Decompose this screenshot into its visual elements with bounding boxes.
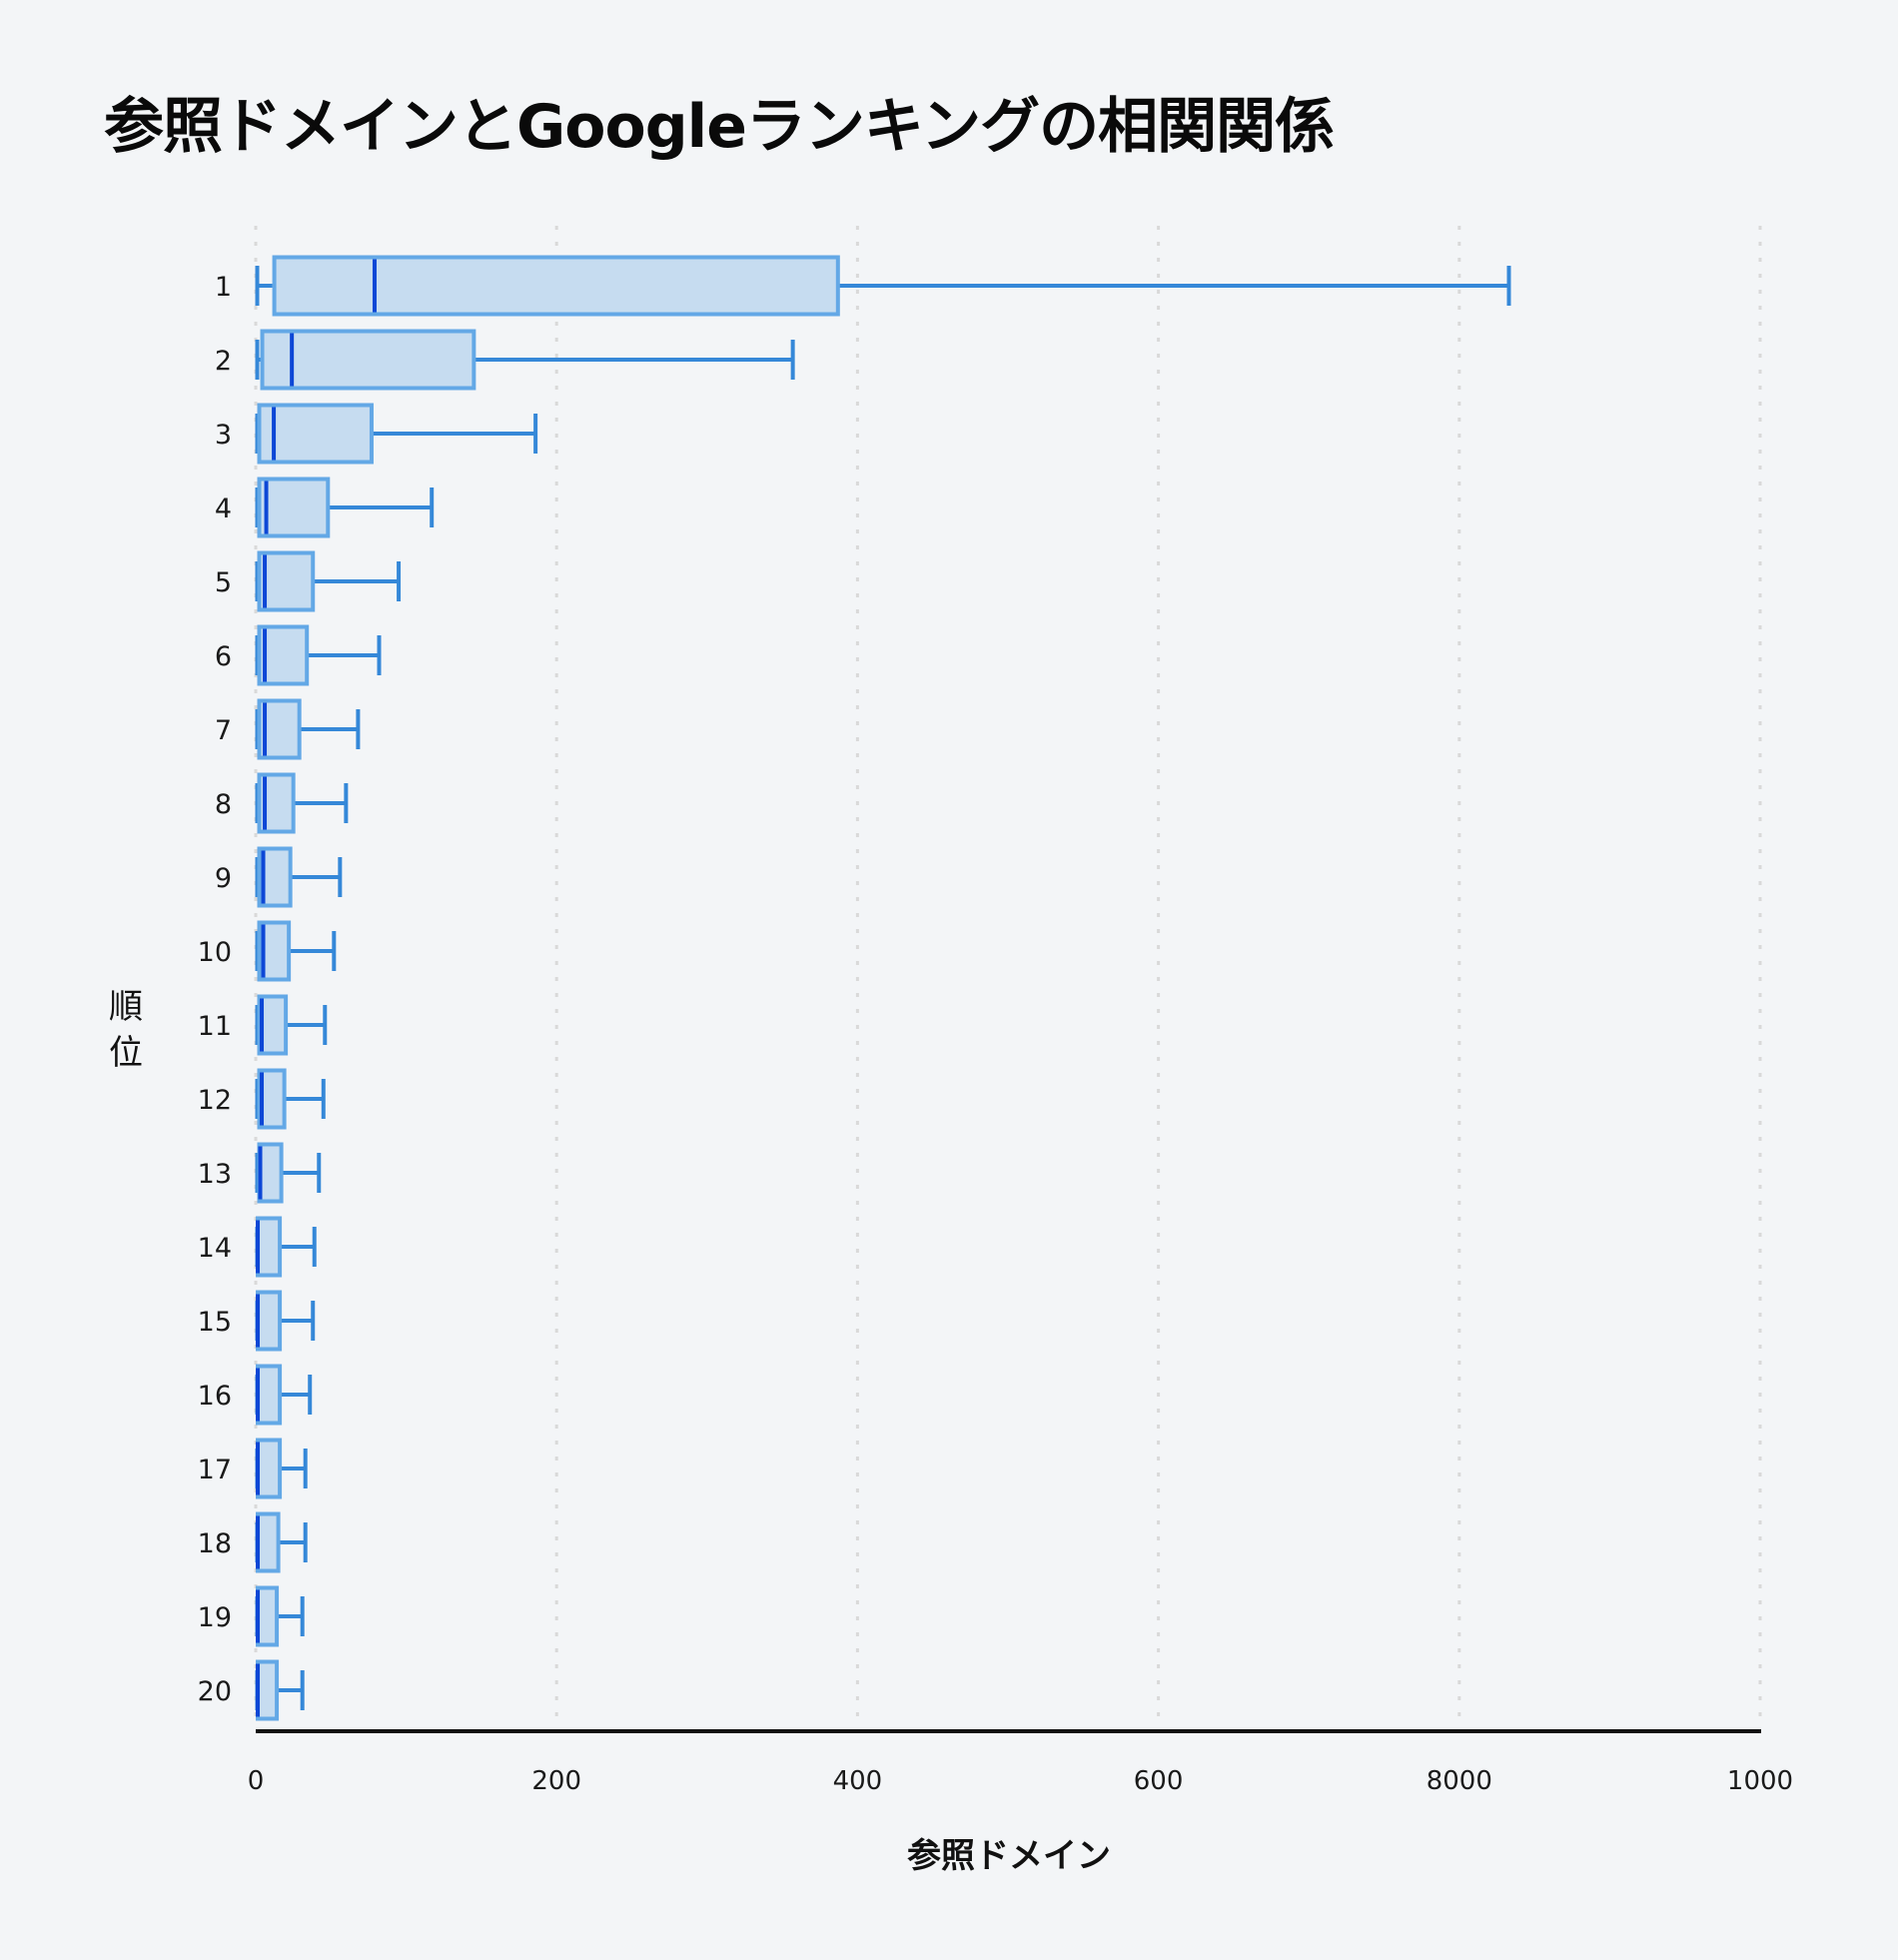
x-tick-label: 200	[531, 1766, 581, 1796]
iqr-box	[256, 1511, 281, 1573]
y-tick-label: 7	[215, 715, 232, 746]
chart-title: 参照ドメインとGoogleランキングの相関関係	[104, 92, 1335, 162]
box-row-13	[255, 1142, 322, 1204]
grid-lines	[254, 226, 1762, 1727]
box-row-12	[255, 1068, 326, 1130]
iqr-box	[256, 1364, 283, 1426]
y-tick-label: 1	[215, 272, 232, 303]
y-tick-label: 6	[215, 641, 232, 672]
box-row-20	[255, 1659, 305, 1721]
y-tick-label: 12	[198, 1085, 232, 1116]
x-axis-label: 参照ドメイン	[907, 1836, 1111, 1876]
x-tick-label: 1000	[1727, 1766, 1793, 1796]
iqr-box	[256, 1659, 280, 1721]
y-tick-label: 18	[198, 1528, 232, 1559]
y-tick-label: 13	[198, 1159, 232, 1190]
iqr-box	[272, 255, 840, 317]
x-axis: 0 200 400 600 8000 1000	[248, 1729, 1793, 1796]
y-tick-label: 8	[215, 789, 232, 820]
box-row-17	[255, 1438, 308, 1499]
box-row-2	[255, 329, 795, 391]
y-tick-label: 14	[198, 1233, 232, 1264]
box-row-3	[255, 403, 538, 465]
x-tick-label: 0	[248, 1766, 265, 1796]
box-row-18	[255, 1511, 308, 1573]
x-tick-label: 600	[1134, 1766, 1184, 1796]
box-row-9	[255, 846, 343, 908]
y-tick-label: 2	[215, 346, 232, 377]
y-tick-label: 9	[215, 863, 232, 894]
y-tick-label: 11	[198, 1011, 232, 1042]
box-row-14	[255, 1216, 317, 1278]
y-tick-label: 16	[198, 1381, 232, 1412]
y-tick-label: 3	[215, 420, 232, 451]
iqr-box	[257, 1142, 284, 1204]
box-row-10	[255, 920, 337, 982]
iqr-box	[257, 403, 374, 465]
box-row-15	[255, 1290, 316, 1352]
iqr-box	[256, 1438, 283, 1499]
iqr-box	[256, 1290, 283, 1352]
x-tick-label: 8000	[1426, 1766, 1492, 1796]
y-tick-label: 20	[198, 1676, 232, 1707]
iqr-box	[260, 329, 476, 391]
box-row-1	[255, 255, 1511, 317]
box-row-11	[255, 994, 328, 1056]
iqr-box	[257, 624, 310, 686]
iqr-box	[257, 477, 331, 538]
iqr-box	[257, 550, 316, 612]
y-tick-label: 10	[198, 937, 232, 968]
box-row-16	[255, 1364, 313, 1426]
box-row-6	[255, 624, 382, 686]
y-tick-label: 17	[198, 1455, 232, 1485]
x-tick-label: 400	[833, 1766, 883, 1796]
y-tick-label: 15	[198, 1307, 232, 1338]
y-axis-label: 順位	[109, 987, 143, 1073]
box-series	[255, 255, 1511, 1721]
iqr-box	[256, 1216, 283, 1278]
box-row-5	[255, 550, 402, 612]
y-tick-label: 4	[215, 493, 232, 524]
box-row-19	[255, 1585, 305, 1647]
box-row-7	[255, 698, 361, 760]
box-row-8	[255, 772, 349, 834]
y-tick-label: 19	[198, 1602, 232, 1633]
box-row-4	[255, 477, 435, 538]
iqr-box	[256, 1585, 280, 1647]
y-tick-label: 5	[215, 567, 232, 598]
